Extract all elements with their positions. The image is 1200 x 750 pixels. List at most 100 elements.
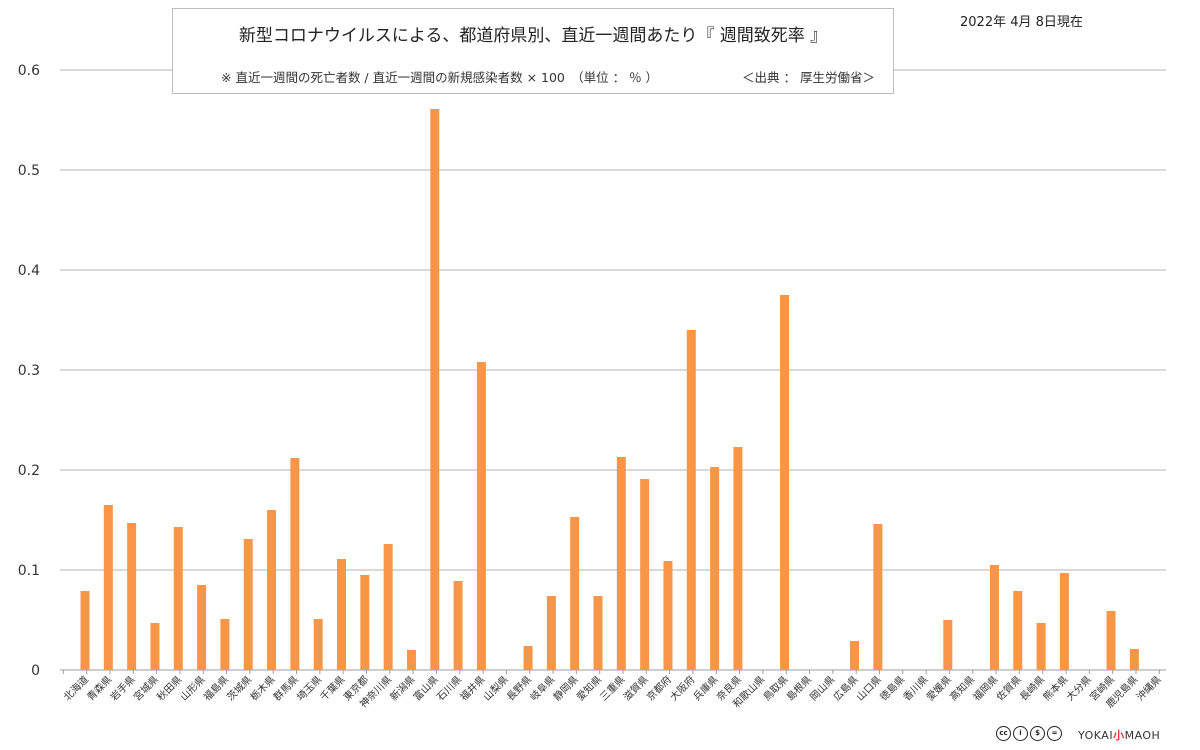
bar: 富山県: 0.561 <box>430 109 440 670</box>
x-tick-label: 静岡県 <box>550 673 580 703</box>
x-tick-label: 兵庫県 <box>690 673 720 703</box>
bar: 岐阜県: 0.074 <box>546 596 556 670</box>
x-tick-label: 山口県 <box>854 674 884 704</box>
bar: 愛知県: 0.074 <box>593 596 603 670</box>
nc-icon: $ <box>1030 726 1045 741</box>
bar: 三重県: 0.213 <box>616 457 626 670</box>
x-tick-label: 群馬県 <box>271 673 301 703</box>
bar: 長野県: 0.024 <box>523 646 533 670</box>
x-tick-label: 岡山県 <box>808 674 838 704</box>
x-tick-label: 福岡県 <box>970 673 1000 703</box>
x-tick-label: 秋田県 <box>154 673 184 703</box>
x-tick-label: 愛媛県 <box>924 673 954 703</box>
bar: 石川県: 0.089 <box>453 581 463 670</box>
nd-icon: = <box>1047 726 1062 741</box>
bar: 宮崎県: 0.059 <box>1106 611 1116 670</box>
x-tick-label: 石川県 <box>435 674 465 704</box>
bar: 秋田県: 0.143 <box>173 527 183 670</box>
x-tick-label: 三重県 <box>597 673 627 703</box>
chart-subtitle: ※ 直近一週間の死亡者数 / 直近一週間の新規感染者数 × 100 （単位 ： … <box>221 70 659 85</box>
x-tick-label: 岐阜県 <box>527 673 557 703</box>
x-tick-label: 愛知県 <box>574 673 604 703</box>
y-axis-tick-labels: 0 0.1 0.2 0.3 0.4 0.5 0.6 <box>18 63 40 679</box>
brand-right: MAOH <box>1124 729 1161 742</box>
x-tick-label: 富山県 <box>411 673 441 703</box>
x-tick-label: 福井県 <box>457 673 487 703</box>
y-tick-label: 0.5 <box>18 163 40 179</box>
x-tick-label: 北海道 <box>61 673 91 703</box>
bar: 栃木県: 0.16 <box>267 510 277 670</box>
y-tick-label: 0.6 <box>18 63 40 79</box>
bar: 愛媛県: 0.05 <box>943 620 953 670</box>
bar: 福井県: 0.308 <box>476 362 486 670</box>
bar: 茨城県: 0.131 <box>243 539 253 670</box>
bar: 神奈川県: 0.126 <box>383 544 393 670</box>
bar: 群馬県: 0.212 <box>290 458 300 670</box>
x-tick-label: 佐賀県 <box>994 674 1024 704</box>
bar: 千葉県: 0.111 <box>337 559 347 670</box>
x-tick-label: 福島県 <box>201 673 231 703</box>
bars: 北海道: 0.079 青森県: 0.165 岩手県: 0.147 宮城県: 0.047… <box>80 109 1139 670</box>
bar: 東京都: 0.095 <box>360 575 370 670</box>
bar: 山口県: 0.146 <box>873 524 883 670</box>
bar: 熊本県: 0.097 <box>1059 573 1069 670</box>
x-tick-label: 香川県 <box>901 674 931 704</box>
bar: 佐賀県: 0.079 <box>1013 591 1023 670</box>
bar: 埼玉県: 0.051 <box>313 619 323 670</box>
by-icon: i <box>1013 726 1028 741</box>
bar: 静岡県: 0.153 <box>570 517 580 670</box>
cc-icon: cc <box>996 726 1011 741</box>
x-tick-label: 徳島県 <box>877 673 907 703</box>
bar: 福島県: 0.051 <box>220 619 230 670</box>
brand-mark: 小 <box>1113 729 1125 742</box>
x-tick-label: 長野県 <box>504 674 534 704</box>
bar: 京都府: 0.109 <box>663 561 673 670</box>
x-tick-label: 鳥取県 <box>760 673 790 703</box>
bar: 滋賀県: 0.191 <box>640 479 650 670</box>
bar: 鳥取県: 0.375 <box>780 295 790 670</box>
x-axis-tick-labels: 北海道青森県岩手県宮城県秋田県山形県福島県茨城県栃木県群馬県埼玉県千葉県東京都神… <box>61 673 1164 710</box>
x-tick-label: 広島県 <box>830 673 860 703</box>
x-tick-label: 宮城県 <box>131 673 161 703</box>
x-tick-label: 埼玉県 <box>294 673 324 703</box>
brand-logo: YOKAI小MAOH <box>1078 727 1160 743</box>
bar: 奈良県: 0.223 <box>733 447 743 670</box>
x-tick-label: 青森県 <box>84 673 114 703</box>
x-tick-label: 熊本県 <box>1040 673 1070 703</box>
bar: 福岡県: 0.105 <box>989 565 999 670</box>
x-tick-label: 京都府 <box>644 673 674 703</box>
x-tick-label: 大阪府 <box>667 673 697 703</box>
x-tick-label: 沖縄県 <box>1133 673 1163 703</box>
bar: 宮城県: 0.047 <box>150 623 160 670</box>
x-tick-label: 大分県 <box>1063 673 1093 703</box>
bar: 兵庫県: 0.203 <box>710 467 720 670</box>
x-tick-label: 岩手県 <box>107 673 137 703</box>
y-tick-label: 0.3 <box>18 363 40 379</box>
x-tick-label: 山梨県 <box>480 673 510 703</box>
x-tick-label: 島根県 <box>784 673 814 703</box>
bar: 山形県: 0.085 <box>197 585 207 670</box>
chart-title: 新型コロナウイルスによる、都道府県別、直近一週間あたり『 週間致死率 』 <box>238 26 828 46</box>
brand-left: YOKAI <box>1078 729 1114 742</box>
x-tick-label: 新潟県 <box>387 673 417 703</box>
bar: 新潟県: 0.02 <box>406 650 416 670</box>
x-tick-label: 長崎県 <box>1017 673 1047 703</box>
x-tick-label: 高知県 <box>947 673 977 703</box>
y-tick-label: 0.4 <box>18 263 40 279</box>
bar: 岩手県: 0.147 <box>127 523 137 670</box>
bar: 青森県: 0.165 <box>103 505 113 670</box>
x-tick-label: 千葉県 <box>317 673 347 703</box>
bar: 鹿児島県: 0.021 <box>1129 649 1139 670</box>
bar: 長崎県: 0.047 <box>1036 623 1046 670</box>
y-tick-label: 0.2 <box>18 463 40 479</box>
x-tick-label: 茨城県 <box>224 673 254 703</box>
footer: cc i $ = YOKAI小MAOH <box>996 724 1190 744</box>
creative-commons-badge: cc i $ = <box>996 726 1062 741</box>
gridlines <box>60 69 1166 674</box>
title-box: 新型コロナウイルスによる、都道府県別、直近一週間あたり『 週間致死率 』 ※ 直… <box>172 8 894 94</box>
x-tick-label: 山形県 <box>178 674 208 704</box>
x-tick-label: 栃木県 <box>247 673 277 703</box>
bar: 大阪府: 0.34 <box>686 330 696 670</box>
bar: 広島県: 0.029 <box>850 641 860 670</box>
